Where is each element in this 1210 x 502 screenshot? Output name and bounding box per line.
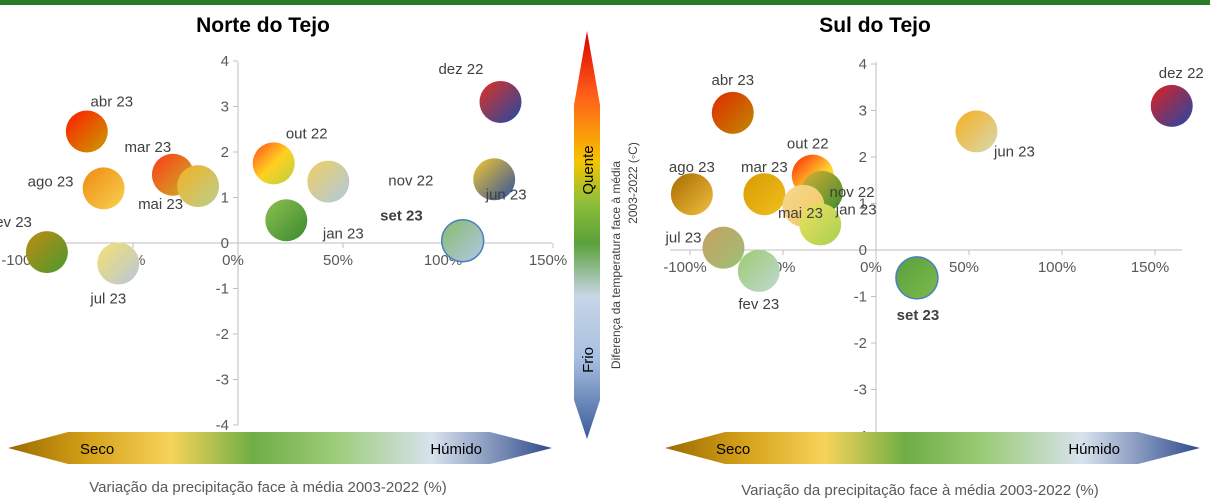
temp-scale-title-line2: 2003-2022 (◦C): [626, 142, 640, 224]
x-tick-label: 150%: [529, 252, 567, 269]
data-point-abr-23: [711, 91, 754, 134]
data-label-mar-23: mar 23: [125, 139, 172, 156]
y-tick-label: 3: [221, 99, 229, 116]
data-label-dez-22: dez 22: [438, 61, 483, 78]
data-label-mar-23: mar 23: [741, 159, 788, 176]
temp-label-frio: Frio: [580, 347, 597, 373]
chart-title-sul: Sul do Tejo: [819, 14, 931, 37]
data-label-abr-23: abr 23: [712, 72, 755, 89]
y-tick-label: -3: [854, 382, 867, 399]
data-label-abr-23: abr 23: [91, 94, 134, 111]
data-label-mai-23: mai 23: [138, 196, 183, 213]
data-label-set-23: set 23: [897, 307, 940, 324]
x-tick-label: 0%: [222, 252, 244, 269]
arrow-label-humido: Húmido: [1068, 441, 1120, 458]
x-tick-label: 50%: [949, 259, 979, 276]
x-tick-label: -100%: [663, 259, 706, 276]
data-label-jun-23: jun 23: [485, 186, 527, 203]
y-tick-label: 0: [221, 235, 229, 252]
data-point-dez-22: [479, 80, 522, 123]
data-label-ago-23: ago 23: [669, 159, 715, 176]
data-point-mai-23: [177, 165, 220, 208]
x-axis-title-norte: Variação da precipitação face à média 20…: [89, 479, 446, 496]
arrow-label-seco: Seco: [716, 441, 750, 458]
y-tick-label: 3: [859, 103, 867, 120]
y-tick-label: 2: [859, 149, 867, 166]
y-tick-label: -2: [854, 335, 867, 352]
points-norte: dez 22 abr 23 mar 23 out 22 nov 22 ago 23 mai …: [0, 61, 527, 308]
x-tick-label: 150%: [1131, 259, 1169, 276]
x-tick-label: 0%: [860, 259, 882, 276]
data-point-jul-23: [702, 226, 745, 269]
data-label-fev-23: fev 23: [738, 296, 779, 313]
data-point-nov-22: [307, 160, 350, 203]
temperature-scale-arrow: Quente Frio Diferença da temperatura fac…: [574, 31, 640, 439]
data-point-fev-23: [25, 231, 68, 274]
y-tick-label: 4: [221, 53, 229, 70]
y-tick-label: -1: [216, 281, 229, 298]
data-label-jul-23: jul 23: [89, 290, 126, 307]
data-point-fev-23: [737, 249, 780, 292]
data-label-mai-23: mai 23: [778, 205, 823, 222]
y-tick-label: 1: [859, 196, 867, 213]
precip-arrow-norte: Seco Húmido: [8, 432, 552, 464]
data-label-out-22: out 22: [286, 125, 328, 142]
points-sul: dez 22 abr 23 jun 23 out 22 ago 23 mar 23 nov …: [665, 65, 1204, 324]
data-point-ago-23: [670, 173, 713, 216]
data-label-dez-22: dez 22: [1159, 65, 1204, 82]
y-tick-label: 2: [221, 144, 229, 161]
y-tick-label: 4: [859, 56, 867, 73]
figure: Norte do Tejo Sul do Tejo 4 3 2 1 0 -1 -2 -3 -4 -…: [0, 14, 1204, 499]
data-label-jul-23: jul 23: [665, 230, 702, 247]
y-tick-label: -1: [854, 289, 867, 306]
data-point-out-22: [252, 142, 295, 185]
data-label-jan-23: jan 23: [322, 225, 364, 242]
data-label-ago-23: ago 23: [28, 173, 74, 190]
data-point-jul-23: [97, 242, 140, 285]
y-tick-label: -3: [216, 372, 229, 389]
data-point-mar-23: [743, 173, 786, 216]
data-label-fev-23: fev 23: [0, 214, 32, 231]
top-green-bar: [0, 0, 1210, 5]
chart-title-norte: Norte do Tejo: [196, 14, 330, 37]
y-tick-label: -2: [216, 326, 229, 343]
x-axis-title-sul: Variação da precipitação face à média 20…: [741, 482, 1098, 499]
data-label-out-22: out 22: [787, 136, 829, 153]
data-label-nov-22: nov 22: [830, 184, 875, 201]
arrow-label-seco: Seco: [80, 441, 114, 458]
data-point-abr-23: [65, 110, 108, 153]
data-point-jun-23: [955, 110, 998, 153]
x-tick-label: 100%: [1038, 259, 1076, 276]
y-tick-label: -4: [216, 417, 229, 434]
data-point-set-23: [440, 218, 485, 263]
temp-label-quente: Quente: [580, 145, 597, 194]
x-tick-label: 50%: [323, 252, 353, 269]
precip-arrow-sul: Seco Húmido: [665, 432, 1200, 464]
data-label-jun-23: jun 23: [993, 143, 1035, 160]
data-label-nov-22: nov 22: [388, 173, 433, 190]
temp-scale-title-line1: Diferença da temperatura face à média: [609, 161, 623, 369]
y-tick-label: 1: [221, 190, 229, 207]
data-point-jun-23: [473, 158, 516, 201]
data-point-set-23: [895, 256, 939, 300]
data-point-dez-22: [1150, 84, 1193, 127]
data-point-jan-23: [799, 203, 842, 246]
data-label-jan-23: jan 23: [835, 201, 877, 218]
data-point-jan-23: [265, 199, 308, 242]
data-point-ago-23: [82, 167, 125, 210]
arrow-label-humido: Húmido: [430, 441, 482, 458]
data-label-set-23: set 23: [380, 208, 423, 225]
y-tick-label: 0: [859, 242, 867, 259]
